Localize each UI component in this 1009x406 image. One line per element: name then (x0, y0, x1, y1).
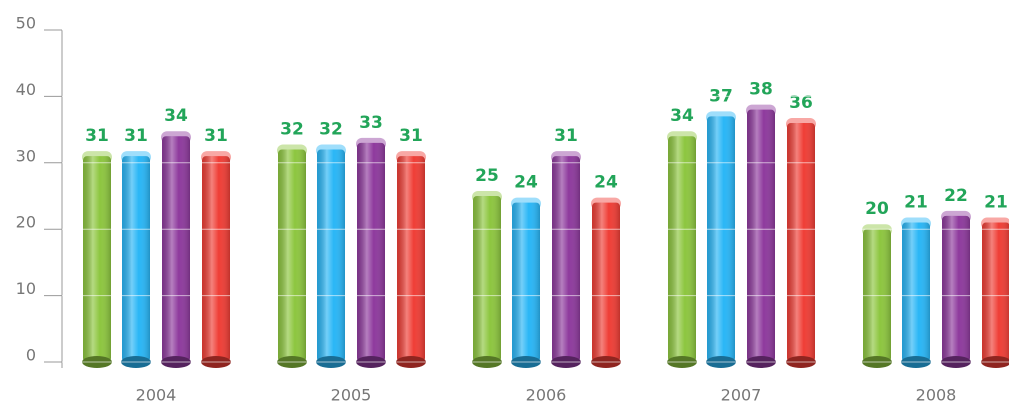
data-label: 31 (399, 126, 423, 146)
x-tick-label: 2008 (916, 386, 957, 405)
bar-shine (552, 156, 580, 362)
data-label: 31 (124, 126, 148, 146)
x-tick-label: 2004 (136, 386, 177, 405)
bar-shine (357, 142, 385, 362)
data-label: 24 (514, 173, 538, 193)
bar-shine (202, 156, 230, 362)
y-tick-label: 10 (16, 279, 36, 298)
bar-shine (942, 215, 970, 362)
data-label: 34 (164, 106, 188, 126)
bar-shine (397, 156, 425, 362)
bar-shine (592, 202, 620, 362)
data-label: 25 (475, 166, 499, 186)
bar-shine (473, 196, 501, 362)
x-tick-label: 2006 (526, 386, 567, 405)
bar-shine (278, 149, 306, 362)
bar-shine (787, 122, 815, 363)
y-tick-label: 0 (26, 346, 36, 365)
data-label: 38 (749, 80, 773, 100)
data-label: 33 (359, 113, 383, 133)
data-label: 34 (670, 106, 694, 126)
data-label: 31 (204, 126, 228, 146)
data-label: 31 (554, 126, 578, 146)
y-tick-label: 50 (16, 14, 36, 33)
bar-shine (902, 222, 930, 362)
data-label: 32 (319, 120, 343, 140)
data-label: 32 (280, 120, 304, 140)
y-tick-label: 30 (16, 146, 36, 165)
bar-shine (982, 222, 1009, 362)
data-label: 24 (594, 173, 618, 193)
data-label: 21 (984, 193, 1008, 213)
bar-shine (668, 136, 696, 362)
bar-shine (317, 149, 345, 362)
x-tick-label: 2007 (721, 386, 762, 405)
bar-shine (512, 202, 540, 362)
y-tick-label: 20 (16, 213, 36, 232)
data-label: 31 (85, 126, 109, 146)
y-tick-label: 40 (16, 80, 36, 99)
data-label: 36 (789, 93, 813, 113)
bar-shine (747, 109, 775, 363)
bar-shine (122, 156, 150, 362)
bar-shine (83, 156, 111, 362)
data-label: 21 (904, 193, 928, 213)
x-tick-label: 2005 (331, 386, 372, 405)
bar-shine (162, 136, 190, 362)
bar-shine (707, 116, 735, 362)
data-label: 22 (944, 186, 968, 206)
data-label: 20 (865, 199, 889, 219)
